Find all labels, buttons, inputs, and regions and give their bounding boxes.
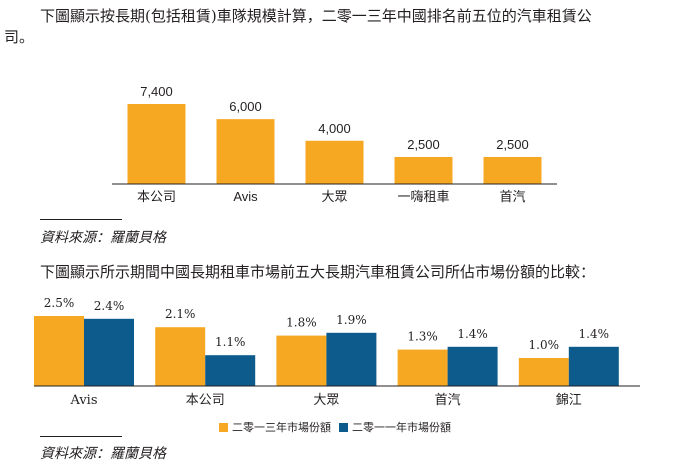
category-label-2: 大眾 <box>313 393 339 408</box>
legend-swatch-2011 <box>339 422 348 432</box>
value-label-2: 4,000 <box>318 121 351 136</box>
category-label-1: 本公司 <box>186 393 225 408</box>
bar-0-series-0 <box>34 316 84 386</box>
value-label-3-series-0: 1.3% <box>407 330 438 344</box>
source-note-1: 資料來源：羅蘭貝格 <box>40 230 166 246</box>
bar-3 <box>394 156 453 184</box>
category-label-2: 大眾 <box>321 189 347 204</box>
source-rule-1 <box>40 219 122 220</box>
bar-3-series-1 <box>447 346 498 386</box>
value-label-4-series-0: 1.0% <box>529 338 560 352</box>
legend-swatch-2013 <box>219 422 228 432</box>
value-label-0-series-1: 2.4% <box>94 299 125 313</box>
category-label-1: Avis <box>233 189 258 204</box>
value-label-0: 7,400 <box>140 84 173 99</box>
category-label-0: 本公司 <box>137 189 176 204</box>
value-label-3: 2,500 <box>407 137 440 152</box>
fleet-size-bar-chart: 7,400 本公司 6,000 Avis 4,000 大眾 2,500 一嗨租車 2,500 首汽 <box>112 84 557 204</box>
category-label-4: 首汽 <box>499 189 525 204</box>
chart-legend: 二零一三年市場份額 二零一一年市場份額 <box>219 419 451 435</box>
source-rule-2 <box>40 436 122 437</box>
bar-4-series-1 <box>568 346 619 386</box>
value-label-2-series-1: 1.9% <box>336 313 367 327</box>
value-label-4: 2,500 <box>496 137 529 152</box>
market-share-bar-chart: 2.5% 2.4% Avis 2.1% 1.1% 本公司 1.8% 1.9% 大眾 1.3% 1.4… <box>34 296 640 408</box>
value-label-2-series-0: 1.8% <box>286 316 317 330</box>
value-label-4-series-1: 1.4% <box>579 327 610 341</box>
intro-line-2: 司。 <box>4 28 35 46</box>
bar-1-series-1 <box>205 355 256 386</box>
intro-paragraph-market-share: 下圖顯示所示期間中國長期租車市場前五大長期汽車租賃公司所佔市場份額的比較： <box>40 263 596 281</box>
value-label-1-series-1: 1.1% <box>215 335 246 349</box>
legend-label-2011: 二零一一年市場份額 <box>352 421 451 434</box>
bar-4 <box>483 156 542 184</box>
intro-paragraph-fleet: 下圖顯示按長期(包括租賃)車隊規模計算，二零一三年中國排名前五位的汽車租賃公 司… <box>4 6 675 48</box>
value-label-1: 6,000 <box>229 99 262 114</box>
bar-2-series-1 <box>326 332 377 386</box>
category-label-0: Avis <box>69 393 97 408</box>
bar-0-series-1 <box>84 318 134 386</box>
value-label-0-series-0: 2.5% <box>44 296 75 310</box>
source-note-2: 資料來源：羅蘭貝格 <box>40 446 166 462</box>
value-label-3-series-1: 1.4% <box>457 327 488 341</box>
intro-line-1: 下圖顯示按長期(包括租賃)車隊規模計算，二零一三年中國排名前五位的汽車租賃公 <box>40 7 592 25</box>
bar-2 <box>305 140 364 184</box>
bar-3-series-0 <box>397 349 448 386</box>
bar-1-series-0 <box>155 327 206 386</box>
category-label-4: 錦江 <box>556 392 582 408</box>
bar-0 <box>127 104 186 184</box>
legend-label-2013: 二零一三年市場份額 <box>232 421 331 434</box>
bar-2-series-0 <box>276 335 327 386</box>
category-label-3: 首汽 <box>435 393 461 408</box>
category-label-3: 一嗨租車 <box>397 189 449 204</box>
bar-4-series-0 <box>518 358 569 386</box>
value-label-1-series-0: 2.1% <box>165 307 196 321</box>
bar-1 <box>216 119 275 184</box>
